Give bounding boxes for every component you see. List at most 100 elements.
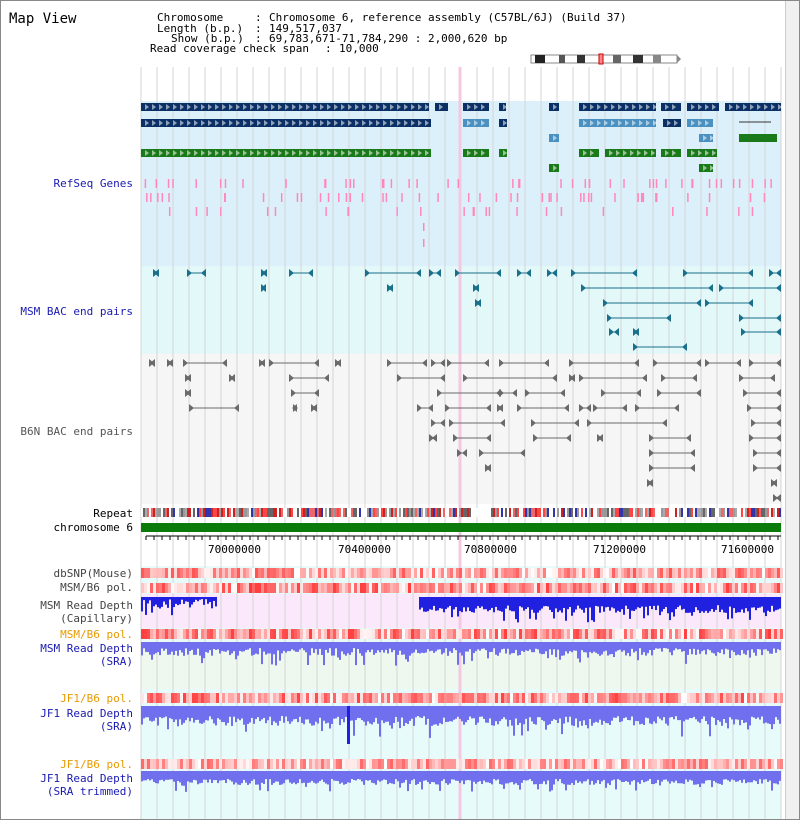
repeat-segment xyxy=(445,508,447,517)
jf1-pol-label[interactable]: JF1/B6 pol. xyxy=(60,692,133,705)
track-label-refseq-genes[interactable]: RefSeq Genes xyxy=(54,177,133,190)
depth-bar xyxy=(761,706,763,717)
depth-bar xyxy=(285,706,287,717)
pol-cell xyxy=(228,583,231,593)
depth-bar xyxy=(439,642,441,650)
depth-bar xyxy=(457,597,459,617)
vertical-scrollbar[interactable] xyxy=(785,1,799,819)
depth-bar xyxy=(199,771,201,784)
track-label-msm-b6-pol-2[interactable]: MSM/B6 pol. xyxy=(60,628,133,641)
depth-bar xyxy=(641,642,643,655)
track-label-jf1-depth-sra-2[interactable]: (SRA) xyxy=(100,720,133,733)
gene-arrow xyxy=(152,104,156,110)
depth-bar xyxy=(551,706,553,721)
pol-cell xyxy=(669,568,672,578)
pol-cell xyxy=(231,693,234,703)
pol-cell xyxy=(318,583,321,593)
gene-arrow xyxy=(583,104,587,110)
depth-bar xyxy=(649,597,651,607)
jf1-depth-trimmed-sub[interactable]: (SRA trimmed) xyxy=(46,785,133,798)
depth-bar xyxy=(285,771,287,780)
repeat-segment xyxy=(455,508,457,517)
depth-bar xyxy=(755,706,757,719)
depth-bar xyxy=(571,597,573,616)
depth-bar xyxy=(387,642,389,654)
depth-bar xyxy=(209,642,211,651)
repeat-segment xyxy=(197,508,199,517)
repeat-segment xyxy=(255,508,257,517)
depth-bar xyxy=(257,771,259,785)
depth-bar xyxy=(717,706,719,721)
pol-cell xyxy=(546,759,549,769)
track-label-jf1-depth-sra[interactable]: JF1 Read Depth xyxy=(40,707,133,720)
jf1-depth-sra-sub[interactable]: (SRA) xyxy=(99,720,133,733)
depth-bar xyxy=(285,642,287,653)
depth-bar xyxy=(693,597,695,613)
depth-bar xyxy=(591,706,593,726)
bac-end xyxy=(440,419,445,427)
depth-bar xyxy=(507,597,509,606)
refseq-tick xyxy=(349,179,352,188)
depth-bar xyxy=(355,706,357,720)
gene-arrow xyxy=(243,150,247,156)
pol-cell xyxy=(306,759,309,769)
depth-bar xyxy=(723,597,725,613)
track-label-msm-bac[interactable]: MSM BAC end pairs xyxy=(20,305,133,318)
pol-cell xyxy=(297,568,300,578)
depth-bar xyxy=(595,642,597,653)
pol-cell xyxy=(555,759,558,769)
gene-arrow xyxy=(327,120,331,126)
pol-cell xyxy=(675,583,678,593)
chromosome-key: Chromosome xyxy=(157,11,224,24)
depth-bar xyxy=(461,597,463,613)
depth-bar xyxy=(621,597,623,610)
repeat-segment xyxy=(225,508,227,517)
pol-cell xyxy=(456,583,459,593)
track-label-msm-depth-sra-2[interactable]: (SRA) xyxy=(100,655,133,668)
track-label-jf1-pol-2[interactable]: JF1/B6 pol. xyxy=(60,758,133,771)
depth-bar xyxy=(739,642,741,656)
jf1-depth-sra-label[interactable]: JF1 Read Depth xyxy=(40,707,133,720)
pol-cell xyxy=(675,568,678,578)
repeat-segment xyxy=(377,508,379,517)
msm-depth-sra-label[interactable]: MSM Read Depth xyxy=(40,642,133,655)
msm-bac-label[interactable]: MSM BAC end pairs xyxy=(20,305,133,318)
pol-cell xyxy=(774,568,777,578)
depth-bar xyxy=(625,771,627,782)
depth-bar xyxy=(245,771,247,783)
msm-depth-sra-sub[interactable]: (SRA) xyxy=(99,655,133,668)
pol-cell xyxy=(237,583,240,593)
bac-end xyxy=(614,328,619,336)
jf1-pol-trim-label[interactable]: JF1/B6 pol. xyxy=(60,758,133,771)
depth-bar xyxy=(213,597,215,601)
depth-bar xyxy=(487,706,489,723)
track-label-jf1-pol-1[interactable]: JF1/B6 pol. xyxy=(60,692,133,705)
depth-bar xyxy=(191,642,193,650)
gene-arrow xyxy=(334,104,338,110)
repeat-segment xyxy=(621,508,623,517)
track-label-jf1-depth-trimmed-2[interactable]: (SRA trimmed) xyxy=(47,785,133,798)
depth-bar xyxy=(769,597,771,612)
pol-cell xyxy=(645,693,648,703)
depth-bar xyxy=(463,642,465,665)
pol-cell xyxy=(162,583,165,593)
depth-bar xyxy=(535,597,537,620)
depth-bar xyxy=(717,597,719,606)
depth-bar xyxy=(505,706,507,720)
bac-end xyxy=(776,449,781,457)
depth-bar xyxy=(359,642,361,654)
pol-cell xyxy=(249,568,252,578)
depth-bar xyxy=(641,771,643,781)
chromosome-ideogram[interactable] xyxy=(529,53,683,65)
jf1-depth-trimmed-label[interactable]: JF1 Read Depth xyxy=(40,772,133,785)
track-label-msm-depth-sra[interactable]: MSM Read Depth xyxy=(40,642,133,655)
pol-cell xyxy=(327,629,330,639)
pol-cell xyxy=(768,759,771,769)
track-label-jf1-depth-trimmed[interactable]: JF1 Read Depth xyxy=(40,772,133,785)
refseq-genes-label[interactable]: RefSeq Genes xyxy=(53,177,133,190)
depth-bar xyxy=(363,706,365,722)
bac-end xyxy=(440,374,445,382)
depth-bar xyxy=(297,642,299,652)
msm-b6-pol-sra-label[interactable]: MSM/B6 pol. xyxy=(60,628,133,641)
